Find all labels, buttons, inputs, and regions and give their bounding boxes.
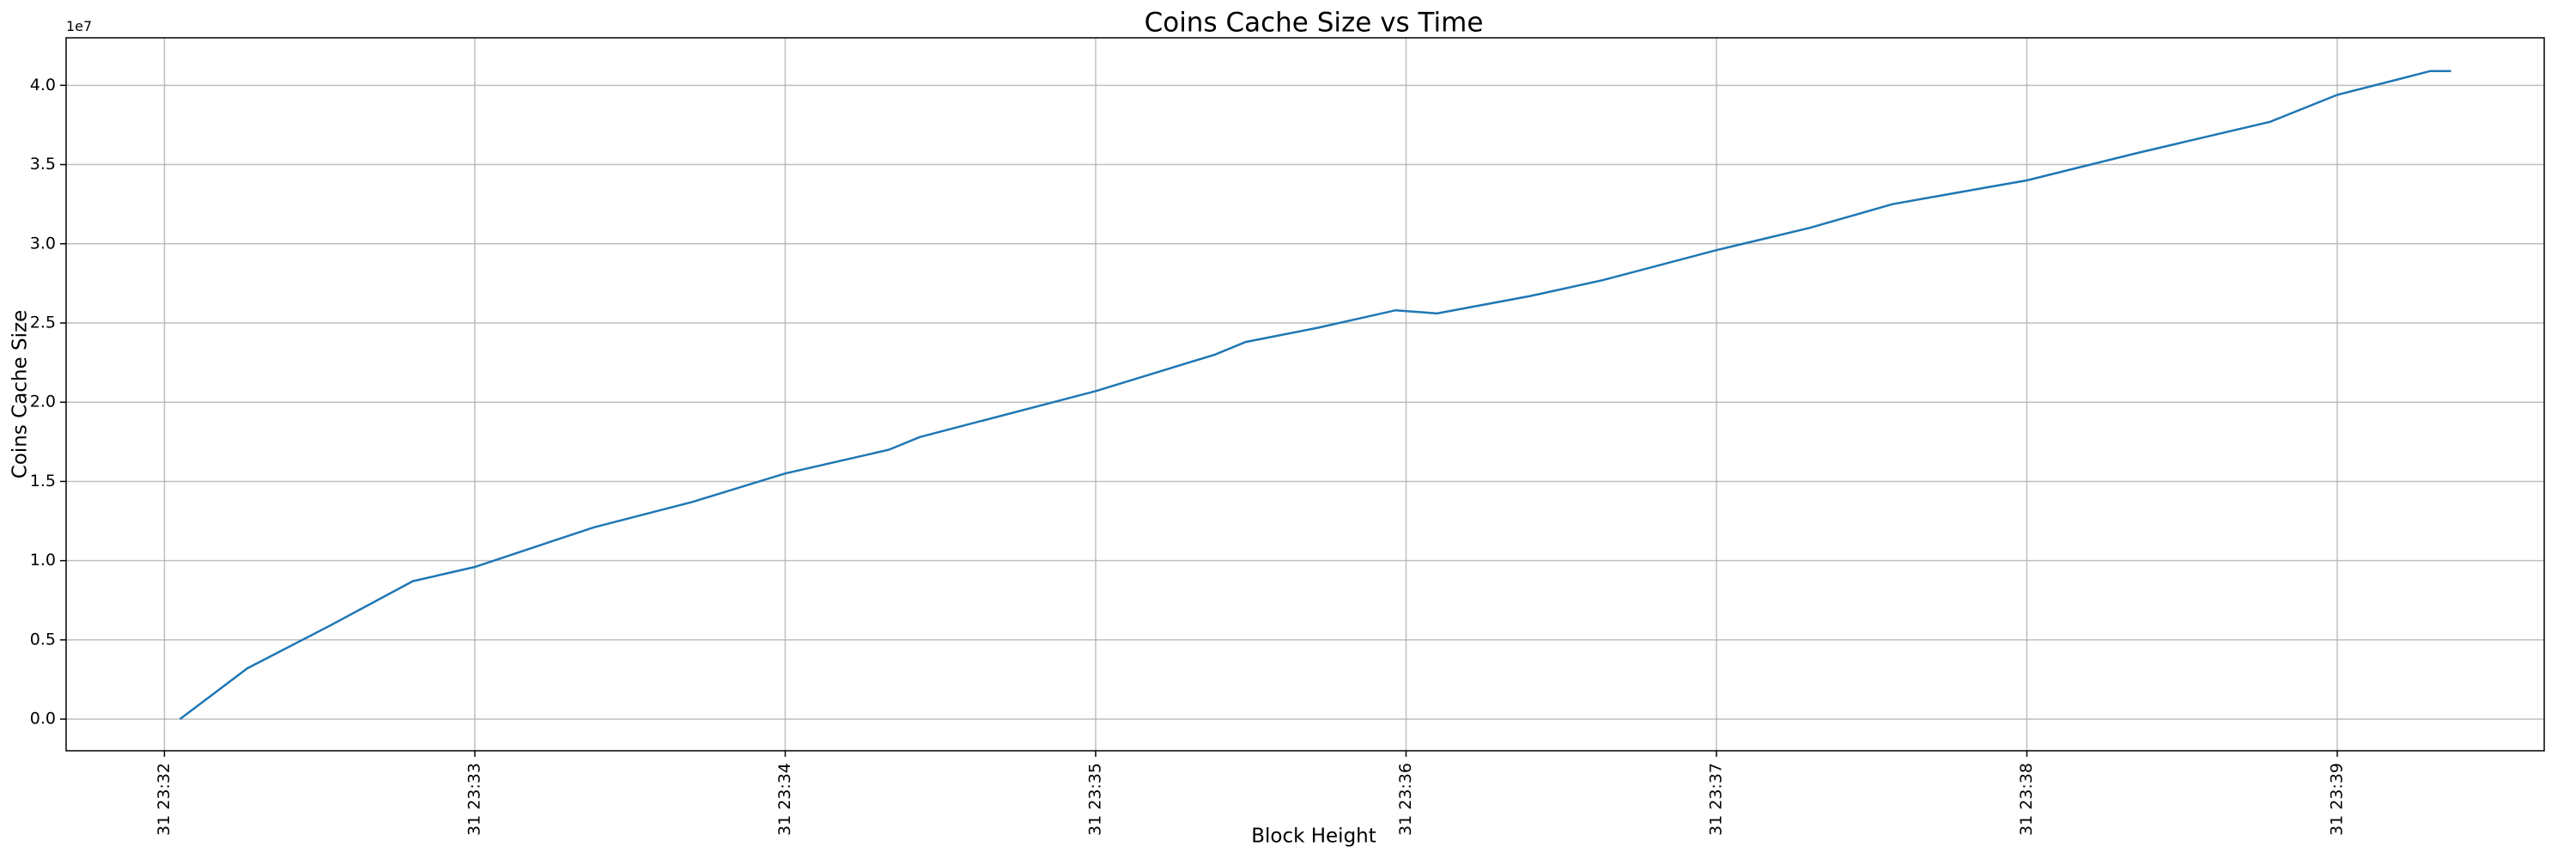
- y-tick-label: 2.0: [30, 393, 56, 411]
- data-line: [179, 70, 2451, 721]
- y-tick-label: 0.0: [30, 710, 56, 728]
- y-tick-label: 2.5: [30, 314, 56, 332]
- y-tick-label: 1.5: [30, 472, 56, 490]
- x-tick-label: 31 23:36: [1396, 763, 1415, 836]
- x-tick-label: 31 23:34: [775, 763, 794, 836]
- y-axis-label: Coins Cache Size: [9, 310, 32, 478]
- x-tick-label: 31 23:32: [155, 763, 173, 836]
- y-tick-label: 0.5: [30, 630, 56, 649]
- y-tick-label: 3.5: [30, 155, 56, 174]
- x-tick-label: 31 23:39: [2327, 763, 2346, 836]
- y-offset-label: 1e7: [66, 18, 92, 34]
- plot-frame: [65, 37, 2545, 752]
- chart-title: Coins Cache Size vs Time: [1145, 8, 1484, 39]
- y-tick-label: 4.0: [30, 76, 56, 94]
- y-tick-label: 1.0: [30, 551, 56, 570]
- x-tick-label: 31 23:38: [2017, 763, 2036, 836]
- x-tick-label: 31 23:33: [465, 763, 483, 836]
- x-tick-label: 31 23:35: [1085, 763, 1104, 836]
- x-axis-label: Block Height: [1251, 825, 1376, 848]
- x-tick-label: 31 23:37: [1706, 763, 1725, 836]
- y-tick-label: 3.0: [30, 234, 56, 253]
